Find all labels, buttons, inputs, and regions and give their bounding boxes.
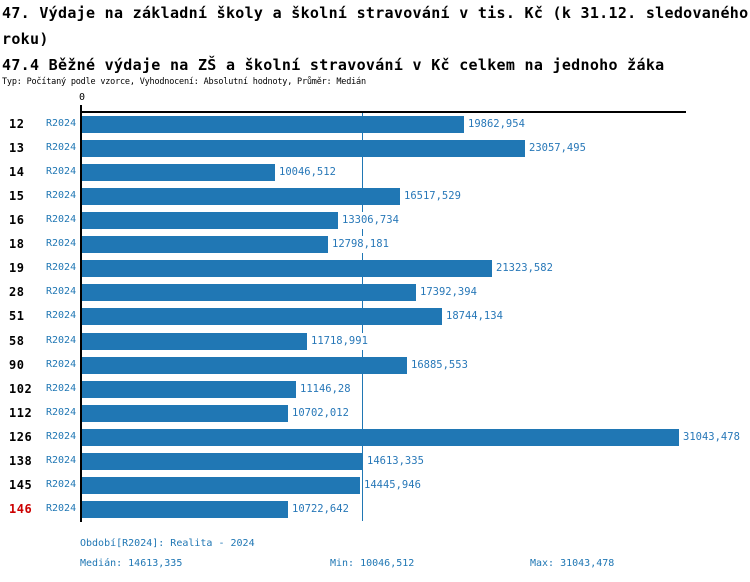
row-number: 58 [9,334,25,348]
bar [82,333,307,350]
bar [82,260,492,277]
row-number: 28 [9,285,25,299]
chart-row: 14 R2024 10046,512 [0,161,750,185]
footer-median-stat: Medián: 14613,335 [80,558,183,569]
bar [82,308,442,325]
footer-period-info: Období[R2024]: Realita - 2024 [80,538,255,549]
bar-value-label: 21323,582 [495,260,554,277]
chart-row: 146 R2024 10722,642 [0,498,750,522]
footer-max-stat: Max: 31043,478 [530,558,615,569]
row-period-label: R2024 [46,503,77,514]
row-number: 51 [9,309,25,323]
bar-value-label: 11718,991 [310,333,369,350]
footer-min-stat: Min: 10046,512 [330,558,415,569]
chart-row: 13 R2024 23057,495 [0,137,750,161]
row-period-label: R2024 [46,262,77,273]
bar [82,116,464,133]
row-number: 112 [9,406,33,420]
row-number: 102 [9,382,33,396]
bar [82,405,288,422]
page-title-line-1: 47. Výdaje na základní školy a školní st… [2,4,749,22]
chart-row: 58 R2024 11718,991 [0,330,750,354]
row-number: 146 [9,502,33,516]
chart-rows: 12 R2024 19862,954 13 R2024 23057,495 14… [0,113,750,523]
bar [82,140,525,157]
row-number: 16 [9,213,25,227]
row-number: 15 [9,189,25,203]
row-number: 13 [9,141,25,155]
bar-value-label: 13306,734 [341,212,400,229]
row-number: 18 [9,237,25,251]
bar-value-label: 18744,134 [445,308,504,325]
bar-value-label: 14613,335 [366,453,425,470]
row-period-label: R2024 [46,407,77,418]
row-period-label: R2024 [46,118,77,129]
chart-type-info: Typ: Počítaný podle vzorce, Vyhodnocení:… [2,77,366,87]
chart-row: 16 R2024 13306,734 [0,209,750,233]
bar-value-label: 12798,181 [331,236,390,253]
bar-value-label: 19862,954 [467,116,526,133]
row-number: 90 [9,358,25,372]
bar [82,357,407,374]
row-period-label: R2024 [46,431,77,442]
bar-value-label: 31043,478 [682,429,741,446]
chart-row: 145 R2024 14445,946 [0,474,750,498]
bar [82,429,679,446]
row-period-label: R2024 [46,383,77,394]
bar-value-label: 16517,529 [403,188,462,205]
row-period-label: R2024 [46,310,77,321]
row-period-label: R2024 [46,166,77,177]
chart-row: 19 R2024 21323,582 [0,257,750,281]
bar [82,381,296,398]
row-number: 19 [9,261,25,275]
row-period-label: R2024 [46,142,77,153]
bar [82,453,363,470]
chart-row: 126 R2024 31043,478 [0,426,750,450]
row-period-label: R2024 [46,190,77,201]
chart-row: 138 R2024 14613,335 [0,450,750,474]
bar [82,477,360,494]
bar-value-label: 17392,394 [419,284,478,301]
bar [82,501,288,518]
page-title-line-2: roku) [2,30,49,48]
bar-value-label: 23057,495 [528,140,587,157]
bar-value-label: 14445,946 [363,477,422,494]
chart-row: 102 R2024 11146,28 [0,378,750,402]
row-period-label: R2024 [46,479,77,490]
indicator-subtitle: 47.4 Běžné výdaje na ZŠ a školní stravov… [2,56,665,74]
row-period-label: R2024 [46,238,77,249]
row-period-label: R2024 [46,335,77,346]
x-axis-tick [80,105,82,113]
bar [82,164,275,181]
chart-row: 12 R2024 19862,954 [0,113,750,137]
bar [82,284,416,301]
bar-value-label: 10702,012 [291,405,350,422]
row-number: 126 [9,430,33,444]
row-number: 145 [9,478,33,492]
chart-row: 15 R2024 16517,529 [0,185,750,209]
row-period-label: R2024 [46,214,77,225]
y-axis-line [80,111,82,522]
bar-value-label: 10722,642 [291,501,350,518]
bar [82,188,400,205]
chart-row: 28 R2024 17392,394 [0,281,750,305]
chart-row: 18 R2024 12798,181 [0,233,750,257]
chart-row: 112 R2024 10702,012 [0,402,750,426]
row-number: 12 [9,117,25,131]
row-number: 14 [9,165,25,179]
x-axis-line [80,111,686,113]
row-period-label: R2024 [46,359,77,370]
row-number: 138 [9,454,33,468]
bar [82,236,328,253]
chart-row: 51 R2024 18744,134 [0,305,750,329]
chart-row: 90 R2024 16885,553 [0,354,750,378]
bar-value-label: 10046,512 [278,164,337,181]
x-axis-zero-label: 0 [78,92,86,103]
bar-value-label: 11146,28 [299,381,352,398]
bar [82,212,338,229]
row-period-label: R2024 [46,455,77,466]
bar-value-label: 16885,553 [410,357,469,374]
row-period-label: R2024 [46,286,77,297]
